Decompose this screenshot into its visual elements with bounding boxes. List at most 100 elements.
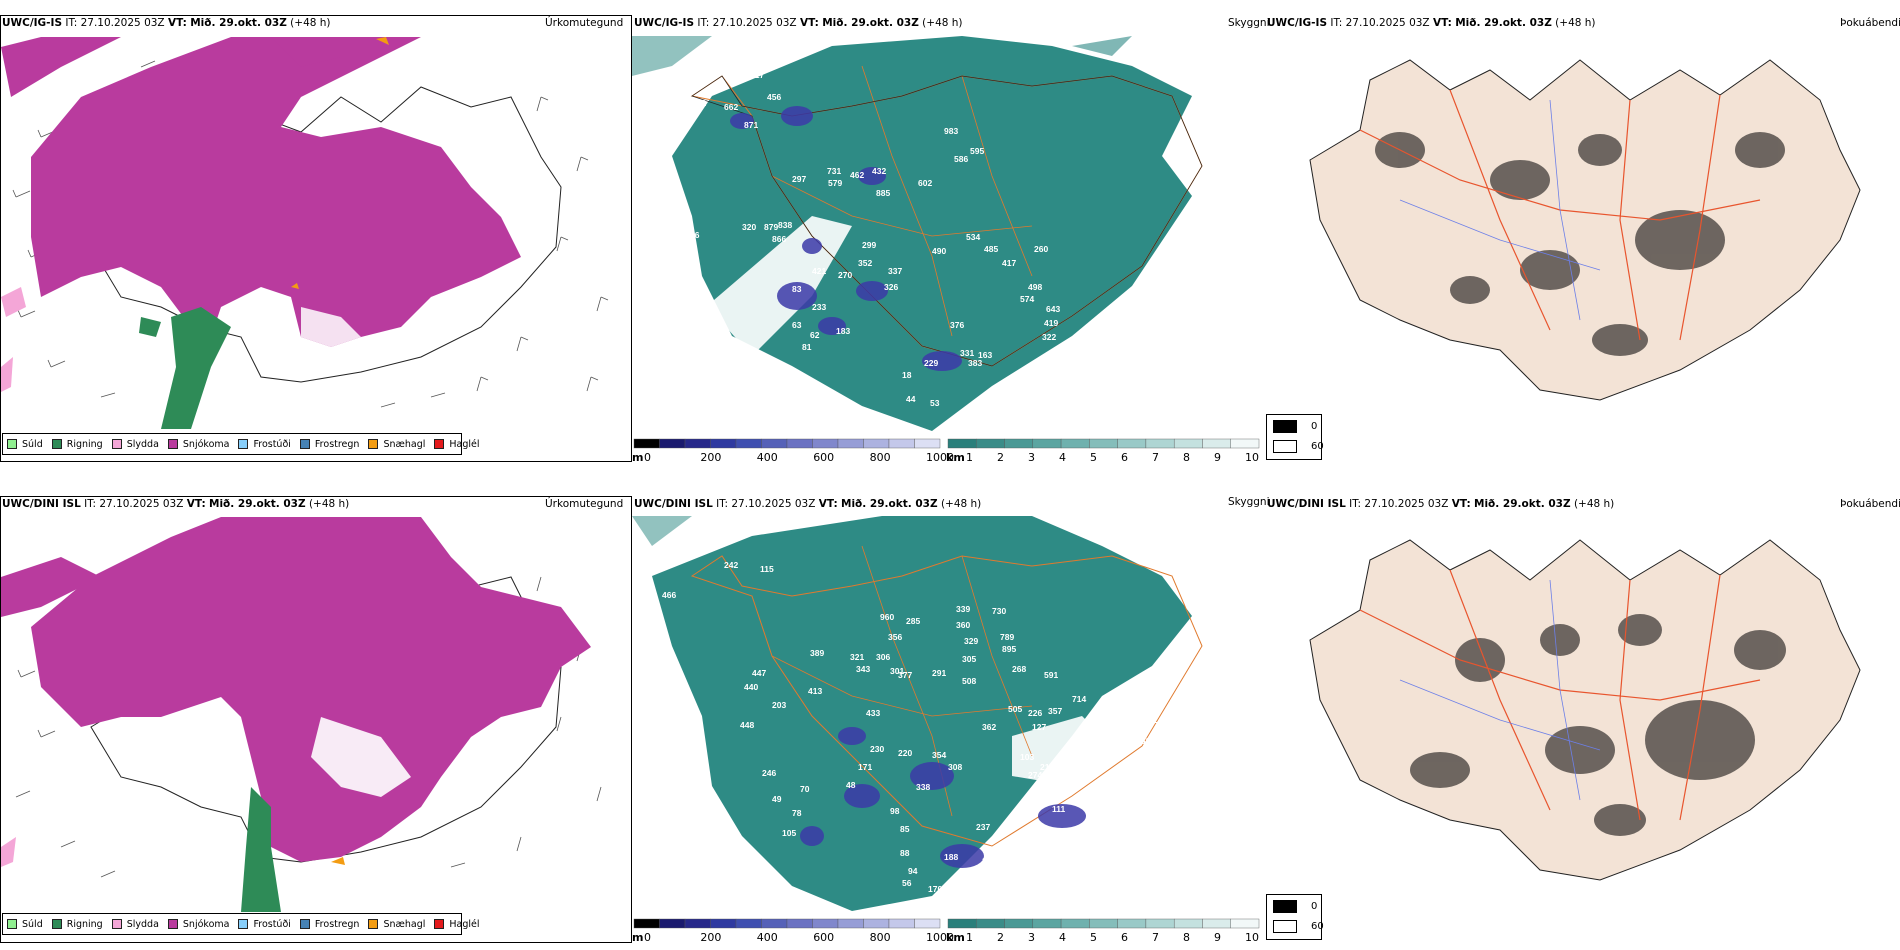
cloud-base-value-label: 291 <box>932 668 946 678</box>
cloud-base-value-label: 574 <box>1020 294 1034 304</box>
row2-precip-header: UWC/DINI ISL IT: 27.10.2025 03Z VT: Mið.… <box>2 498 349 510</box>
cloud-base-value-label: 662 <box>724 102 738 112</box>
cloud-base-value-label: 260 <box>1034 244 1048 254</box>
cloud-base-value-label: 534 <box>966 232 980 242</box>
legend-item-snow: Snjókoma <box>167 438 230 450</box>
cloud-base-value-label: 360 <box>956 620 970 630</box>
colorbar-segment <box>1145 438 1175 449</box>
colorbar-segment <box>710 918 737 929</box>
cloud-base-value-label: 98 <box>890 806 900 816</box>
cloud-base-value-label: 447 <box>752 668 766 678</box>
swatch-rain <box>51 439 62 449</box>
colorbar-tick-label: 5 <box>1090 451 1097 464</box>
snow-area-nw <box>1 37 121 97</box>
row2-label-layer: 242 115 466 960 285 339 730 360 356 789 329 895 389 3… <box>662 560 1168 894</box>
roads-outline <box>690 555 1203 847</box>
cloud-base-value-label: 56 <box>902 878 912 888</box>
snow-area-w <box>1 557 101 617</box>
colorbar-tick-label: 1 <box>966 451 973 464</box>
cloud-base-value-label: 299 <box>862 240 876 250</box>
colorbar-tick-label: 6 <box>1121 931 1128 944</box>
cloud-base-value-label: 49 <box>772 794 782 804</box>
cloud-base-value-label: 586 <box>954 154 968 164</box>
colorbar-segment <box>976 918 1005 929</box>
cloud-base-value-label: 115 <box>760 564 774 574</box>
snow-pellet-spot <box>291 283 299 289</box>
cloud-base-value-label: 171 <box>858 762 872 772</box>
cloud-base-value-label: 417 <box>1002 258 1016 268</box>
swatch-freezing-drizzle <box>238 439 249 449</box>
colorbar-segment <box>863 918 890 929</box>
row2-fog-header: UWC/DINI ISL IT: 27.10.2025 03Z VT: Mið.… <box>1267 498 1614 510</box>
clear-gap <box>301 307 361 347</box>
cloud-base-value-label: 78 <box>792 808 802 818</box>
cloud-base-value-label: 294 <box>1060 844 1074 854</box>
model-name: UWC/DINI ISL <box>1267 498 1346 510</box>
colorbar-segment <box>684 918 711 929</box>
colorbar-tick-label: 5 <box>1090 931 1097 944</box>
it-value: 27.10.2025 03Z <box>712 17 797 29</box>
fog-legend-label: 0 <box>1311 901 1318 912</box>
low-cloud-patches <box>730 106 962 371</box>
colorbar-tick-label: 400 <box>756 451 778 464</box>
sleet-spot <box>1 287 26 317</box>
row1-cloud-header: UWC/IG-IS IT: 27.10.2025 03Z VT: Mið. 29… <box>634 17 963 29</box>
cloud-base-value-label: 237 <box>976 822 990 832</box>
colorbar-tick-label: 200 <box>700 451 722 464</box>
legend-label: Snjókoma <box>182 438 230 450</box>
cloud-base-value-label: 321 <box>850 652 864 662</box>
row2-colorbar-m <box>633 918 941 929</box>
legend-item-snow: Snjókoma <box>167 919 229 930</box>
colorbar-unit: km <box>946 931 965 944</box>
cloud-base-value-label: 103 <box>1020 752 1034 762</box>
colorbar-unit: m <box>632 451 644 464</box>
colorbar-tick-label: 6 <box>1121 451 1128 464</box>
row2-fog-map <box>1309 539 1861 881</box>
colorbar-tick-label: 9 <box>1214 451 1221 464</box>
fog-dark-areas <box>1410 614 1786 836</box>
legend-item-rain: Rigning <box>51 438 103 450</box>
cloud-base-value-label: 343 <box>856 664 870 674</box>
colorbar-segment <box>1202 918 1231 929</box>
it-value: 27.10.2025 03Z <box>99 498 184 510</box>
cloud-base-value-label: 301 <box>890 666 904 676</box>
cloud-base-area-ne <box>1072 36 1132 56</box>
cloud-base-value-label: 352 <box>858 258 872 268</box>
legend-label: Rigning <box>66 438 103 450</box>
cloud-base-value-label: 48 <box>846 780 856 790</box>
cloud-base-area <box>672 36 1192 431</box>
cloud-base-value-label: 306 <box>876 652 890 662</box>
cloud-base-value-label: 421 <box>812 266 826 276</box>
legend-label: Frostregn <box>314 918 360 930</box>
row2-precip-frame <box>0 496 632 943</box>
legend-item-drizzle: Súld <box>7 919 43 930</box>
rain-area <box>241 787 281 912</box>
cloud-base-value-label: 730 <box>992 606 1006 616</box>
cloud-base-value-label: 297 <box>792 174 806 184</box>
colorbar-segment <box>1032 918 1062 929</box>
cloud-base-value-label: 65 <box>1064 834 1074 844</box>
cloud-base-value-label: 230 <box>870 744 884 754</box>
cloud-base-value-label: 579 <box>828 178 842 188</box>
colorbar-segment <box>1173 918 1203 929</box>
cloud-base-value-label: 268 <box>1012 664 1026 674</box>
colorbar-tick-label: 400 <box>756 931 778 944</box>
snow-area-n <box>271 37 371 67</box>
colorbar-segment <box>684 438 711 449</box>
legend-label: Snæhagl <box>383 918 426 930</box>
colorbar-segment <box>1089 438 1118 449</box>
colorbar-unit: m <box>632 931 644 944</box>
cloud-base-value-label: 413 <box>808 686 822 696</box>
colorbar-segment <box>1202 438 1231 449</box>
colorbar-segment <box>1004 438 1034 449</box>
legend-item-drizzle: Súld <box>7 439 43 450</box>
it-value: 27.10.2025 03Z <box>731 498 816 510</box>
roads-inner <box>771 65 1033 337</box>
cloud-base-value-label: 326 <box>884 282 898 292</box>
colorbar-tick-label: 1000 <box>926 451 954 464</box>
cloud-base-value-label: 339 <box>956 604 970 614</box>
legend-item-freezing-drizzle: Frostúði <box>238 919 291 930</box>
colorbar-segment <box>1032 438 1062 449</box>
colorbar-segment <box>659 438 686 449</box>
